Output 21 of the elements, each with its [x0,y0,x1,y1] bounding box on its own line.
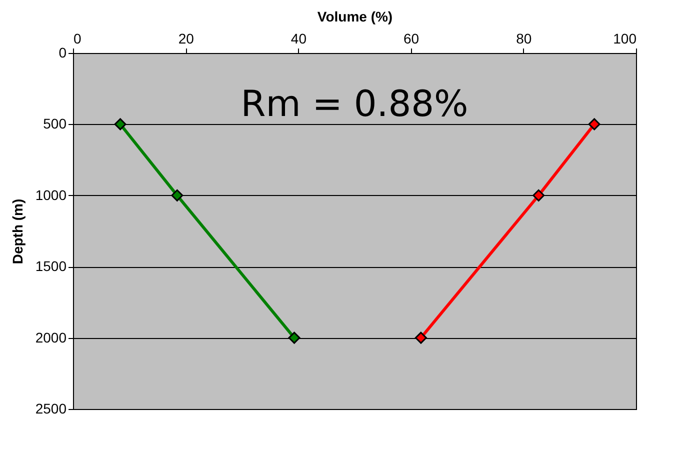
y-tick-label: 1000 [35,186,67,203]
point [114,118,126,130]
point [288,332,300,344]
point [414,332,427,344]
annotation: Rm = 0.88% [240,84,468,125]
point [588,118,600,130]
x-tick-label: 60 [404,30,420,46]
x-tick-label: 40 [290,30,307,46]
y-tick-label: 500 [43,116,67,132]
y-tick-label: 1500 [35,258,67,274]
y-tick-label: 2500 [35,400,67,416]
x-tick-label: 0 [74,30,82,46]
x-tick-label: 100 [613,30,637,46]
y-tick-label: 0 [58,44,67,60]
y-tick-label: 2000 [35,329,67,346]
y-axis-title: Depth (m) [9,198,26,264]
point [171,189,184,202]
point [532,189,545,202]
x-tick-label: 20 [178,30,194,46]
x-tick-label: 80 [516,30,532,46]
x-axis-title: Volume (%) [317,8,393,24]
